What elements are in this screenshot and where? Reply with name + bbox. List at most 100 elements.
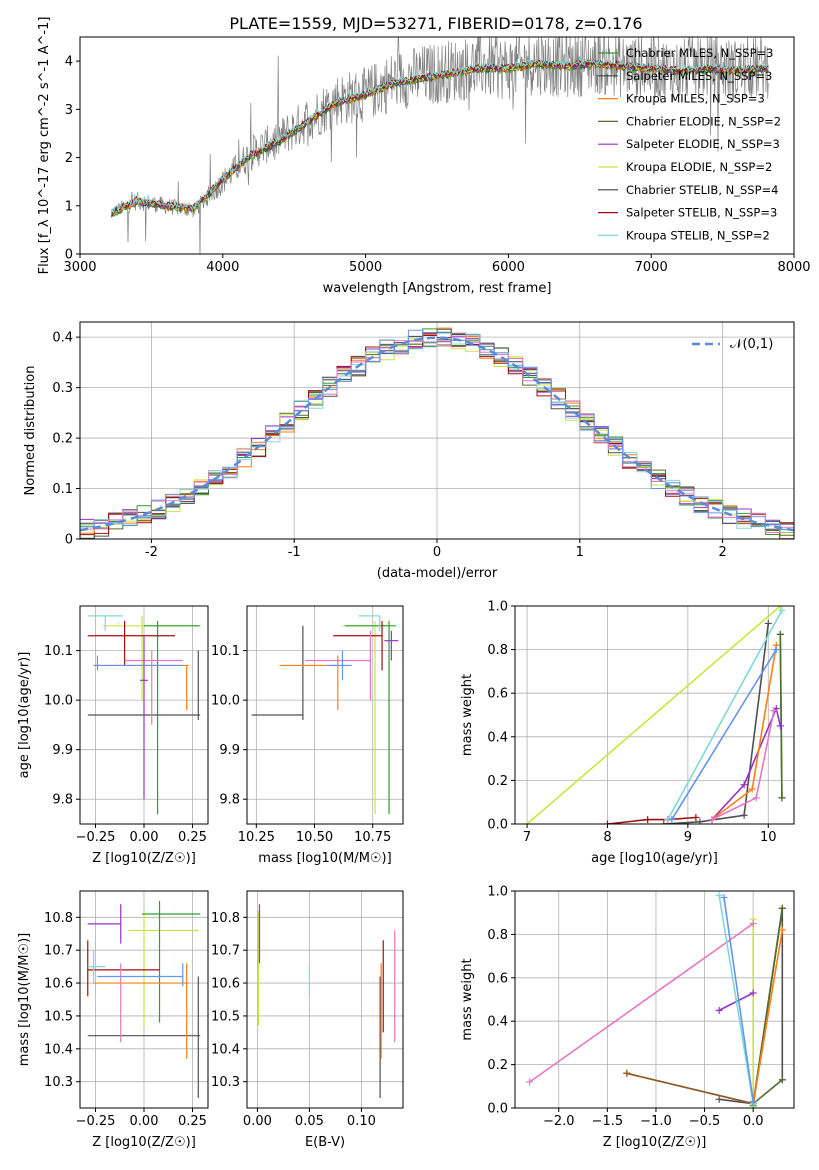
y-tick-label: 10.4 bbox=[211, 1042, 240, 1057]
x-tick-label: 8 bbox=[603, 830, 611, 845]
y-tick-label: 0.0 bbox=[487, 818, 508, 833]
chart-residuals: -2 -1 0 1 2 0 0.1 0.2 0.3 0.4 (data-model)/error No… bbox=[23, 321, 795, 581]
x-axis-label: age [log10(age/yr)] bbox=[591, 851, 718, 866]
y-tick-label: 0.4 bbox=[487, 1015, 508, 1030]
x-tick-label: 0 bbox=[433, 545, 441, 560]
x-tick-label: 0.10 bbox=[347, 1114, 376, 1129]
error-bar-point bbox=[87, 940, 160, 997]
x-tick-label: 6000 bbox=[492, 260, 525, 275]
y-tick-label: 9.9 bbox=[219, 743, 240, 758]
y-tick-label: 0.8 bbox=[487, 928, 508, 943]
error-bar-point bbox=[97, 963, 184, 987]
error-bar-point bbox=[144, 620, 201, 815]
plot-area bbox=[251, 615, 399, 815]
y-tick-label: 4 bbox=[65, 55, 73, 70]
y-tick-label: 0.0 bbox=[487, 1102, 508, 1117]
weight-marker bbox=[749, 1097, 757, 1105]
legend-entry: Salpeter ELODIE, N_SSP=3 bbox=[626, 137, 780, 151]
y-tick-label: 1 bbox=[65, 199, 73, 214]
error-bar-point bbox=[93, 664, 189, 711]
y-tick-label: 2 bbox=[65, 151, 73, 166]
chart-mass-vs-Z: −0.25 0.00 0.25 10.3 10.4 10.5 10.6 10.7 10.8 Z [… bbox=[17, 890, 209, 1150]
legend-entry: Chabrier ELODIE, N_SSP=2 bbox=[626, 114, 781, 128]
x-tick-label: −0.25 bbox=[76, 1114, 116, 1129]
x-tick-label: −2.0 bbox=[543, 1114, 575, 1129]
x-axis-label: (data-model)/error bbox=[377, 566, 498, 581]
y-tick-label: 0 bbox=[65, 248, 73, 263]
chart-weight-vs-age: 7 8 9 10 0.0 0.2 0.4 0.6 0.8 1.0 age [log10(age/yr… bbox=[460, 600, 795, 866]
y-tick-label: 0.6 bbox=[487, 687, 508, 702]
axes-frame bbox=[246, 890, 404, 1109]
x-tick-label: 0.25 bbox=[178, 830, 207, 845]
plot-area bbox=[110, 37, 769, 254]
error-bar-point bbox=[87, 950, 106, 984]
weight-marker bbox=[778, 926, 786, 934]
weight-line bbox=[671, 649, 777, 821]
legend-entry: Kroupa MILES, N_SSP=3 bbox=[626, 92, 765, 106]
weight-marker bbox=[720, 894, 728, 902]
y-tick-label: 0.8 bbox=[487, 643, 508, 658]
x-tick-label: 2 bbox=[718, 545, 726, 560]
weight-line bbox=[667, 610, 783, 820]
y-tick-label: 1.0 bbox=[487, 600, 508, 615]
chart-mass-vs-ebv: 0.00 0.05 0.10 10.3 10.4 10.5 10.6 10.7 10.8 E(B-… bbox=[211, 890, 404, 1150]
error-bar-point bbox=[93, 963, 189, 1059]
y-axis-label: age [log10(age/yr)] bbox=[17, 652, 32, 779]
error-bar-point bbox=[358, 615, 381, 631]
weight-line bbox=[626, 1072, 754, 1105]
plot-area bbox=[80, 327, 794, 539]
weight-line bbox=[711, 705, 782, 821]
weight-marker bbox=[740, 811, 748, 819]
x-tick-label: 10.75 bbox=[354, 830, 391, 845]
error-bar-point bbox=[87, 620, 176, 666]
y-tick-label: 10.6 bbox=[211, 977, 240, 992]
y-axis-label: mass weight bbox=[460, 958, 475, 1040]
weight-line bbox=[779, 634, 783, 798]
weight-marker bbox=[749, 920, 757, 928]
y-tick-label: 0.1 bbox=[52, 482, 73, 497]
plot-area bbox=[87, 615, 201, 815]
weight-marker bbox=[748, 785, 756, 793]
y-tick-label: 10.1 bbox=[211, 644, 240, 659]
y-tick-label: 10.3 bbox=[211, 1075, 240, 1090]
weight-marker bbox=[776, 630, 784, 638]
x-tick-label: 0.0 bbox=[743, 1114, 764, 1129]
legend-entry: Kroupa STELIB, N_SSP=2 bbox=[626, 228, 770, 242]
y-tick-label: 10.6 bbox=[44, 977, 73, 992]
y-tick-label: 0.6 bbox=[487, 971, 508, 986]
error-bar-point bbox=[103, 615, 199, 701]
x-tick-label: −1.5 bbox=[592, 1114, 624, 1129]
weight-marker bbox=[715, 891, 723, 899]
weight-line bbox=[526, 606, 781, 824]
model-spectrum-line bbox=[111, 58, 769, 212]
weight-marker bbox=[696, 818, 704, 824]
x-axis-label: mass [log10(M/M☉)] bbox=[258, 851, 391, 866]
error-bar-point bbox=[384, 630, 399, 661]
weight-line bbox=[723, 897, 754, 1102]
x-tick-label: −0.5 bbox=[689, 1114, 721, 1129]
weight-marker bbox=[708, 816, 716, 824]
y-tick-label: 10.8 bbox=[211, 911, 240, 926]
x-tick-label: 0.25 bbox=[178, 1114, 207, 1129]
error-bar-point bbox=[305, 630, 372, 701]
y-axis-label: mass weight bbox=[460, 674, 475, 756]
y-tick-label: 0.2 bbox=[487, 1058, 508, 1073]
weight-marker bbox=[623, 1069, 631, 1077]
y-tick-label: 0.2 bbox=[52, 432, 73, 447]
weight-marker bbox=[603, 820, 611, 824]
y-tick-label: 1.0 bbox=[487, 885, 508, 900]
model-spectrum-line bbox=[110, 58, 769, 215]
y-tick-label: 9.8 bbox=[52, 793, 73, 808]
x-axis-label: E(B-V) bbox=[305, 1135, 345, 1150]
y-axis-label: Normed distribution bbox=[23, 366, 38, 496]
x-axis-label: Z [log10(Z/Z☉)] bbox=[92, 1135, 196, 1150]
chart-spectrum: 3000 4000 5000 6000 7000 8000 0 1 2 3 4 wavelength … bbox=[37, 17, 811, 296]
legend-entry: Kroupa ELODIE, N_SSP=2 bbox=[626, 160, 772, 174]
weight-marker bbox=[776, 722, 784, 730]
y-tick-label: 10.7 bbox=[44, 944, 73, 959]
y-tick-label: 10.3 bbox=[44, 1075, 73, 1090]
error-bar-point bbox=[333, 620, 383, 671]
error-bar-point bbox=[124, 650, 183, 725]
legend-entry: Chabrier MILES, N_SSP=3 bbox=[626, 46, 773, 60]
y-axis-label: mass [log10(M/M☉)] bbox=[17, 933, 32, 1066]
